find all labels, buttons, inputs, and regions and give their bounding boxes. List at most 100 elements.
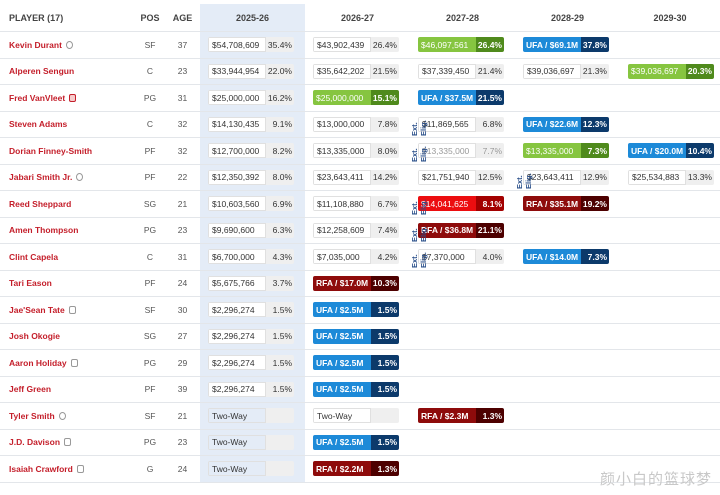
season-cell: UFA / $2.5M 1.5% — [305, 430, 410, 456]
player-row: Josh Okogie SG 27 $2,296,274 1.5% UFA / $2.5M… — [0, 324, 720, 350]
age: 29 — [177, 357, 188, 368]
salary-amount: UFA / $20.0M — [628, 143, 686, 159]
salary-amount: $25,000,000 — [208, 90, 266, 106]
age: 30 — [177, 304, 188, 315]
player-name[interactable]: Reed Sheppard — [9, 198, 72, 209]
salary-amount: $25,534,883 — [628, 169, 686, 185]
player-name[interactable]: Alperen Sengun — [9, 66, 75, 77]
age: 37 — [177, 39, 188, 50]
season-cell: $10,603,560 6.9% — [200, 191, 305, 217]
salary-box: UFA / $22.6M 12.3% — [523, 116, 609, 132]
season-cell: $2,296,274 1.5% — [200, 324, 305, 350]
season-cell: $21,751,940 12.5% — [410, 165, 515, 191]
player-name[interactable]: Aaron Holiday — [9, 357, 67, 368]
season-cell: $12,258,609 7.4% — [305, 218, 410, 244]
player-name[interactable]: Josh Okogie — [9, 331, 61, 342]
player-name[interactable]: Jeff Green — [9, 384, 52, 395]
position: SF — [144, 304, 156, 315]
cap-percent: 6.3% — [266, 222, 294, 238]
salary-box: $33,944,954 22.0% — [208, 63, 294, 79]
header-pos[interactable]: POS — [140, 12, 160, 23]
salary-amount: UFA / $2.5M — [313, 381, 371, 397]
salary-amount: RFA / $36.8M — [418, 222, 476, 238]
header-player[interactable]: PLAYER (17) — [9, 12, 64, 23]
header-season[interactable]: 2028-29 — [550, 12, 585, 23]
salary-box: UFA / $2.5M 1.5% — [313, 355, 399, 371]
header-season[interactable]: 2025-26 — [200, 4, 305, 31]
player-row: Dorian Finney-Smith PF 32 $12,700,000 8.2% $1… — [0, 138, 720, 165]
salary-box: UFA / $2.5M 1.5% — [313, 328, 399, 344]
player-name[interactable]: Amen Thompson — [9, 225, 79, 236]
salary-box: $13,335,000 8.0% — [313, 143, 399, 159]
player-name[interactable]: Jabari Smith Jr. — [9, 172, 73, 183]
player-cell: Jeff Green — [0, 377, 135, 403]
player-name[interactable]: Jae'Sean Tate — [9, 304, 65, 315]
player-name[interactable]: Fred VanVleet — [9, 92, 66, 103]
salary-amount: RFA / $35.1M — [523, 196, 581, 212]
player-name[interactable]: Tari Eason — [9, 278, 52, 289]
season-cell: $13,335,000 8.0% — [305, 138, 410, 164]
cap-percent: 1.5% — [266, 355, 294, 371]
cap-percent: 1.5% — [266, 381, 294, 397]
position: PF — [144, 145, 156, 156]
header-season[interactable]: 2026-27 — [340, 12, 375, 23]
salary-box: UFA / $2.5M 1.5% — [313, 434, 399, 450]
player-row: Fred VanVleet PG 31 $25,000,000 16.2% $25,000… — [0, 85, 720, 112]
player-cell: Dorian Finney-Smith — [0, 138, 135, 164]
player-name[interactable]: J.D. Davison — [9, 437, 61, 448]
cap-percent: 19.2% — [581, 196, 609, 212]
position: PG — [143, 92, 157, 103]
salary-amount: $2,296,274 — [208, 302, 266, 318]
cap-percent: 21.4% — [476, 63, 504, 79]
player-name[interactable]: Isaiah Crawford — [9, 463, 73, 474]
salary-box: $2,296,274 1.5% — [208, 302, 294, 318]
ext-eligible-label: Ext. Elig. — [410, 252, 428, 268]
cap-percent: 16.2% — [266, 90, 294, 106]
cap-percent: 21.1% — [476, 222, 504, 238]
header-season[interactable]: 2029-30 — [653, 12, 687, 23]
header-season[interactable]: 2027-28 — [445, 12, 480, 23]
salary-box: $9,690,600 6.3% — [208, 222, 294, 238]
player-row: Jae'Sean Tate SF 30 $2,296,274 1.5% UFA / $2.… — [0, 297, 720, 324]
salary-box: UFA / $2.5M 1.5% — [313, 381, 399, 397]
season-cell: Ext. Elig. $13,335,000 7.7% — [410, 138, 515, 164]
player-name[interactable]: Steven Adams — [9, 119, 68, 130]
salary-amount: $33,944,954 — [208, 63, 266, 79]
salary-amount: $2,296,274 — [208, 328, 266, 344]
season-cell: $2,296,274 1.5% — [200, 297, 305, 323]
player-name[interactable]: Dorian Finney-Smith — [9, 145, 93, 156]
salary-amount: $23,643,411 — [313, 169, 371, 185]
player-icon — [76, 464, 84, 473]
player-icon — [69, 93, 77, 102]
salary-amount: $5,675,766 — [208, 275, 266, 291]
cap-percent: 8.2% — [266, 143, 294, 159]
player-cell: Clint Capela — [0, 244, 135, 270]
player-name[interactable]: Kevin Durant — [9, 39, 62, 50]
player-cell: Steven Adams — [0, 112, 135, 138]
season-cell: $46,097,561 26.4% — [410, 32, 515, 58]
cap-percent: 8.0% — [371, 143, 399, 159]
cap-percent: 1.5% — [371, 328, 399, 344]
player-cell: Jabari Smith Jr. — [0, 165, 135, 191]
season-cell: RFA / $17.0M 10.3% — [305, 271, 410, 297]
header-age[interactable]: AGE — [172, 12, 193, 23]
player-name[interactable]: Clint Capela — [9, 251, 59, 262]
cap-percent: 6.8% — [476, 116, 504, 132]
salary-amount: UFA / $14.0M — [523, 249, 581, 265]
player-name[interactable]: Tyler Smith — [9, 410, 55, 421]
salary-amount: $21,751,940 — [418, 169, 476, 185]
cap-percent: 1.5% — [371, 302, 399, 318]
cap-percent: 8.1% — [476, 196, 504, 212]
age: 27 — [177, 331, 188, 342]
season-cell: $5,675,766 3.7% — [200, 271, 305, 297]
salary-box: $12,258,609 7.4% — [313, 222, 399, 238]
salary-box: $21,751,940 12.5% — [418, 169, 504, 185]
season-cell: RFA / $35.1M 19.2% — [515, 191, 620, 217]
salary-box: $14,041,625 8.1% — [418, 196, 504, 212]
player-cell: Aaron Holiday — [0, 350, 135, 376]
player-row: Reed Sheppard SG 21 $10,603,560 6.9% $11,108,… — [0, 191, 720, 218]
salary-box: $14,130,435 9.1% — [208, 116, 294, 132]
position: PF — [144, 384, 156, 395]
salary-box: $5,675,766 3.7% — [208, 275, 294, 291]
salary-box: $25,534,883 13.3% — [628, 169, 714, 185]
